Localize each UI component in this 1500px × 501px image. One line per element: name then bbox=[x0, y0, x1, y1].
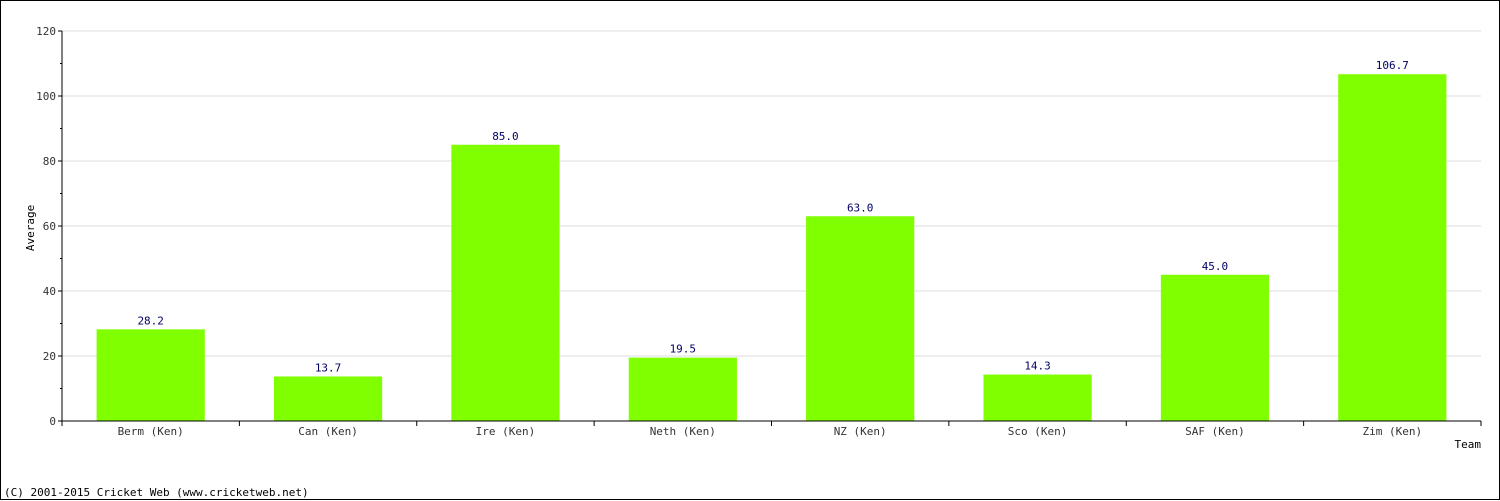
bar-value-label: 19.5 bbox=[670, 343, 697, 356]
bar-value-label: 106.7 bbox=[1376, 59, 1409, 72]
bar-value-label: 14.3 bbox=[1024, 360, 1051, 373]
bar bbox=[96, 329, 205, 421]
x-tick-label: Can (Ken) bbox=[298, 425, 358, 438]
axes: 0 20 40 60 80 100 120 Berm (Ken) Can (Ken) Ire (K… bbox=[36, 25, 1482, 438]
bar-value-label: 28.2 bbox=[137, 314, 164, 327]
bar bbox=[451, 144, 560, 421]
y-tick-label: 120 bbox=[36, 25, 56, 38]
bar-value-label: 45.0 bbox=[1202, 260, 1229, 273]
bar bbox=[628, 357, 737, 421]
bar-value-label: 13.7 bbox=[315, 361, 342, 374]
x-tick-label: SAF (Ken) bbox=[1185, 425, 1245, 438]
x-tick-label: Sco (Ken) bbox=[1008, 425, 1068, 438]
bar bbox=[983, 374, 1092, 421]
x-tick-label: NZ (Ken) bbox=[834, 425, 887, 438]
y-tick-label: 40 bbox=[43, 285, 56, 298]
x-axis-title: Team bbox=[1455, 438, 1482, 451]
bars bbox=[96, 74, 1447, 421]
copyright-footer: (C) 2001-2015 Cricket Web (www.cricketwe… bbox=[4, 486, 309, 499]
x-tick-label: Ire (Ken) bbox=[476, 425, 536, 438]
y-tick-label: 60 bbox=[43, 220, 56, 233]
y-tick-label: 80 bbox=[43, 155, 56, 168]
x-tick-label: Zim (Ken) bbox=[1363, 425, 1423, 438]
bar-value-label: 85.0 bbox=[492, 130, 519, 143]
bar bbox=[1160, 274, 1270, 421]
bar-value-label: 63.0 bbox=[847, 201, 874, 214]
y-tick-label: 0 bbox=[49, 415, 56, 428]
bar bbox=[1338, 74, 1447, 421]
y-axis-title: Average bbox=[24, 205, 37, 251]
x-tick-label: Berm (Ken) bbox=[118, 425, 184, 438]
x-tick-label: Neth (Ken) bbox=[650, 425, 716, 438]
bar bbox=[273, 376, 383, 421]
y-tick-label: 100 bbox=[36, 90, 56, 103]
data-labels: 28.2 13.7 85.0 19.5 63.0 14.3 45.0 106.7 bbox=[137, 59, 1408, 374]
y-tick-label: 20 bbox=[43, 350, 56, 363]
bar bbox=[806, 216, 915, 421]
